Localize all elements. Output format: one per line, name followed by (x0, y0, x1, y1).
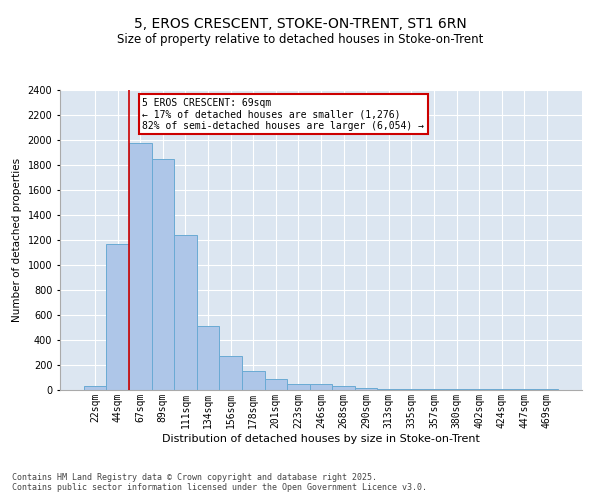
Bar (152, 159, 174, 390)
Bar (310, 384, 332, 390)
Text: 5 EROS CRESCENT: 69sqm
← 17% of detached houses are smaller (1,276)
82% of semi-: 5 EROS CRESCENT: 69sqm ← 17% of detached… (142, 98, 424, 130)
Bar (355, 388, 377, 390)
Text: 5, EROS CRESCENT, STOKE-ON-TRENT, ST1 6RN: 5, EROS CRESCENT, STOKE-ON-TRENT, ST1 6R… (134, 18, 466, 32)
Bar (265, 379, 287, 390)
Bar (242, 370, 265, 390)
Bar (106, 244, 129, 390)
Bar (129, 142, 152, 390)
Bar (84, 386, 106, 390)
Bar (174, 235, 197, 390)
X-axis label: Distribution of detached houses by size in Stoke-on-Trent: Distribution of detached houses by size … (162, 434, 480, 444)
Bar (197, 326, 220, 390)
Bar (332, 386, 355, 390)
Bar (287, 384, 310, 390)
Bar (220, 356, 242, 390)
Y-axis label: Number of detached properties: Number of detached properties (12, 158, 22, 322)
Text: Contains HM Land Registry data © Crown copyright and database right 2025.
Contai: Contains HM Land Registry data © Crown c… (12, 473, 427, 492)
Text: Size of property relative to detached houses in Stoke-on-Trent: Size of property relative to detached ho… (117, 32, 483, 46)
